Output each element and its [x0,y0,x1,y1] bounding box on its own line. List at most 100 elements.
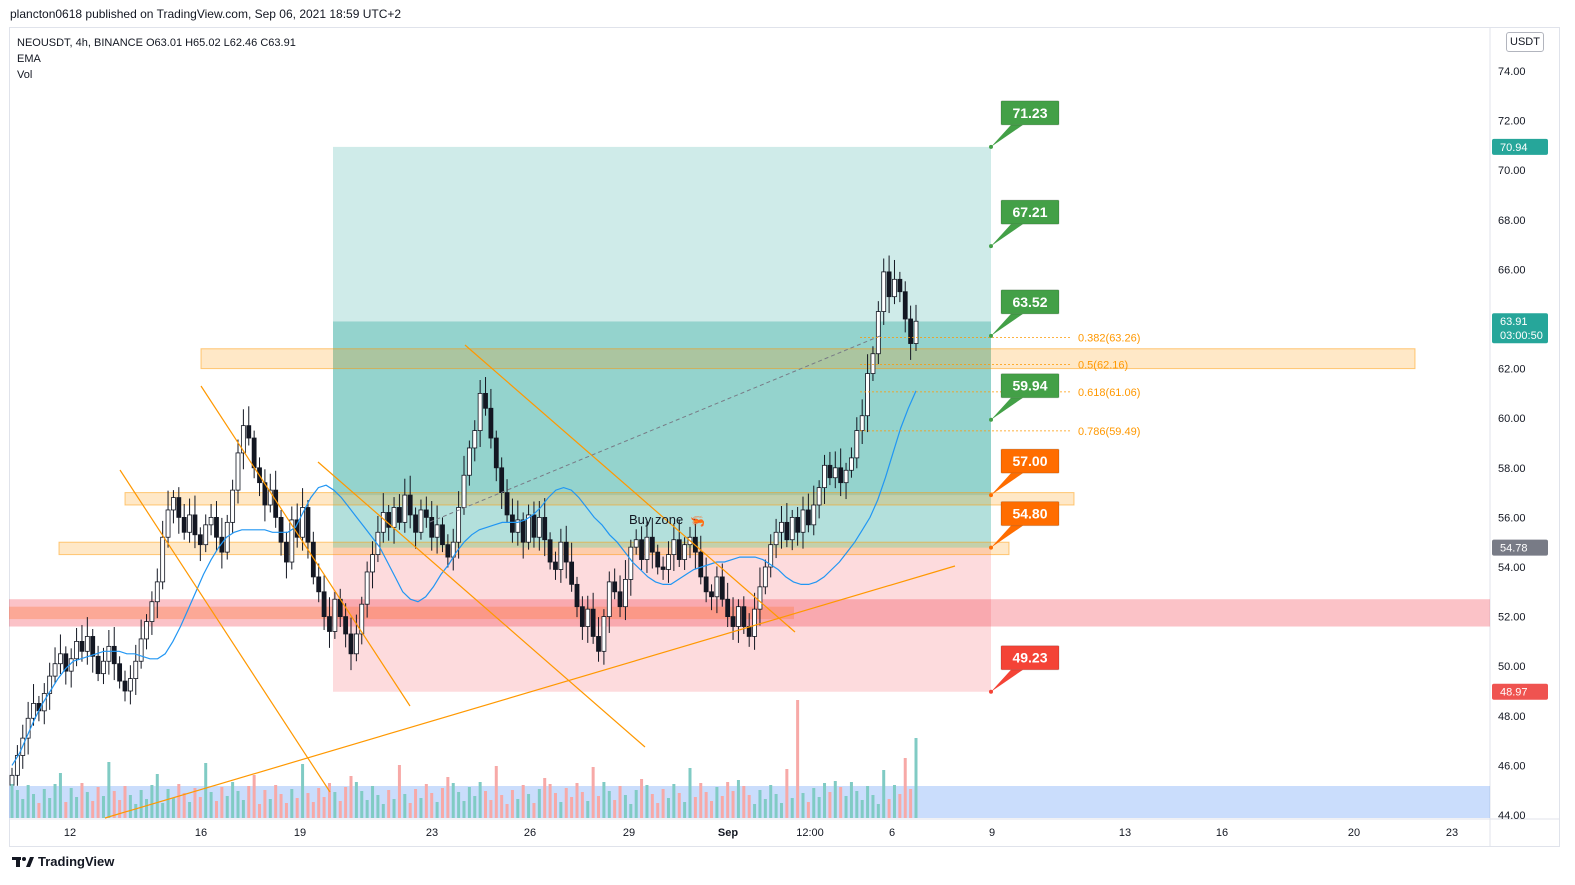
candle-down [730,616,736,627]
candle-up [187,514,192,533]
volume-bar [150,785,154,818]
candle-down [698,551,704,578]
volume-bar [387,790,391,818]
volume-bar [333,792,337,818]
candle-down [676,539,682,560]
candle-down [348,633,354,655]
candle-up [300,507,305,538]
volume-bar [209,792,213,818]
candle-up [165,509,171,538]
candle-down [63,653,69,672]
volume-bar [758,790,762,818]
vol-legend[interactable]: Vol [17,69,33,81]
volume-bar [435,802,439,818]
x-tick-label: 16 [1216,827,1228,839]
volume-bar [457,792,461,818]
symbol-legend[interactable]: NEOUSDT, 4h, BINANCE O63.01 H65.02 L62.4… [17,37,296,49]
fib-label: 0.382(63.26) [1078,332,1140,344]
candle-up [854,430,860,459]
candle-down [596,636,601,652]
volume-bar [914,738,918,818]
target-label-text: 71.23 [1012,105,1047,121]
candle-up [472,430,478,449]
candle-up [773,531,779,546]
candle-down [397,507,402,523]
candle-down [310,541,316,578]
y-tick-label: 62.00 [1498,364,1526,376]
candle-down [569,561,575,585]
volume-bar [225,796,229,818]
volume-bar [505,804,509,818]
volume-bar [876,804,880,818]
volume-bar [290,789,294,818]
volume-bar [371,786,375,818]
volume-bar [360,791,364,818]
candle-down [504,492,510,516]
volume-bar [21,799,25,818]
volume-bar [204,763,208,818]
volume-bar [414,789,418,818]
candle-up [849,457,854,471]
candle-up [714,576,720,598]
resistance-zone [200,348,1416,370]
target-label-pointer [991,313,1023,336]
currency-button[interactable]: USDT [1506,32,1544,52]
candle-down [483,392,488,409]
candle-down [176,497,182,518]
x-tick-label: 12:00 [796,827,824,839]
candle-down [902,291,908,320]
y-tick-label: 60.00 [1498,413,1526,425]
candle-down [553,561,558,570]
volume-bar [258,804,262,818]
volume-bar [231,782,235,818]
volume-bar [779,803,783,818]
volume-bar [91,801,95,818]
candle-up [752,608,757,637]
candle-down [429,517,435,538]
volume-bar [182,793,186,818]
x-tick-label: 12 [64,827,76,839]
volume-bar [214,801,218,818]
target-label [1000,373,1060,399]
fib-label: 0.786(59.49) [1078,426,1140,438]
candle-up [881,271,887,312]
y-tick-label: 56.00 [1498,512,1526,524]
candle-up [606,581,612,618]
y-tick-label: 50.00 [1498,661,1526,673]
candle-up [289,519,295,563]
target-label-text: 59.94 [1012,378,1047,394]
candle-up [682,544,688,560]
volume-bar [909,789,913,818]
candle-down [897,278,903,293]
y-tick-label: 52.00 [1498,612,1526,624]
volume-bar [553,793,557,818]
candle-up [47,675,53,694]
ema-legend[interactable]: EMA [17,53,41,65]
y-tick-label: 66.00 [1498,264,1526,276]
candle-down [510,514,515,533]
volume-bar [306,793,310,818]
candle-down [117,663,123,682]
candle-up [456,507,462,543]
trend-line [119,469,331,793]
volume-bar [801,793,805,818]
volume-bar [736,780,740,818]
volume-bar [871,795,875,818]
stop-label-anchor [989,689,993,694]
candle-down [251,437,257,469]
volume-bar [828,792,832,818]
candle-up [816,487,822,506]
zone-57 [124,492,1075,506]
candle-up [240,425,246,454]
volume-bar [677,793,681,818]
candle-down [574,583,580,608]
volume-bar [26,785,30,818]
volume-bar [467,787,471,818]
volume-bar [597,796,601,818]
x-tick-label: 23 [426,827,438,839]
volume-bar [403,794,407,818]
volume-bar [882,770,886,818]
candle-up [418,509,424,533]
trend-line [464,344,796,633]
